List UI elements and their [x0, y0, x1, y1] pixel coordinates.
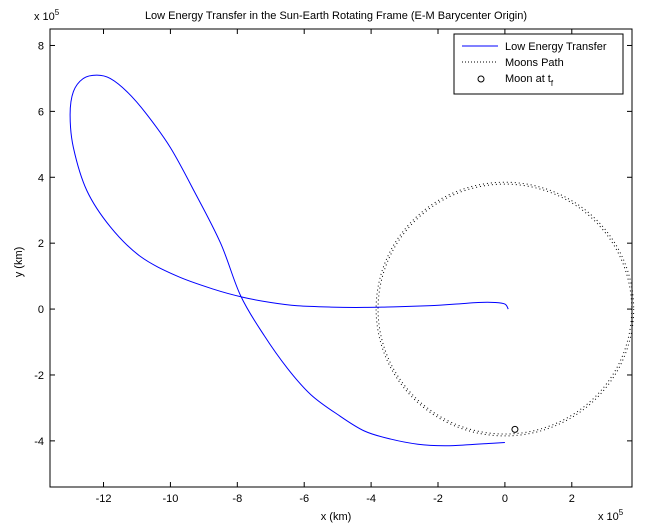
plot-area: [50, 29, 635, 487]
chart-title: Low Energy Transfer in the Sun-Earth Rot…: [145, 10, 527, 22]
legend-label-transfer: Low Energy Transfer: [505, 41, 607, 53]
plot-background: [50, 29, 632, 487]
y-tick-label: 0: [38, 304, 44, 316]
y-scale-factor: x 105: [34, 8, 60, 23]
transfer-line: [69, 74, 509, 447]
legend: Low Energy Transfer Moons Path Moon at t…: [453, 33, 624, 95]
x-tick-label: -8: [232, 493, 242, 505]
legend-box: [453, 33, 624, 95]
legend-label-moon-at: Moon at tf: [505, 73, 554, 88]
x-tick-label: -10: [162, 493, 178, 505]
moon-path-line: [375, 181, 635, 437]
x-scale-factor: x 105: [598, 508, 624, 523]
x-tick-label: 0: [502, 493, 508, 505]
x-tick-label: -2: [433, 493, 443, 505]
x-tick-label: 2: [569, 493, 575, 505]
x-tick-label: -6: [299, 493, 309, 505]
y-tick-label: 4: [38, 172, 44, 184]
legend-label-moon-at-sub: f: [551, 79, 554, 88]
y-tick-label: 2: [38, 238, 44, 250]
y-tick-label: 6: [38, 106, 44, 118]
legend-label-moon-at-text: Moon at t: [505, 73, 551, 85]
x-tick-label: -12: [96, 493, 112, 505]
axes-box: [49, 28, 633, 488]
axes: -12 -10 -8 -6 -4 -2 0 2 -4 -2 0 2 4 6 8: [34, 28, 633, 505]
legend-swatch-moon-marker: [477, 75, 485, 83]
legend-label-moon-path: Moons Path: [505, 57, 564, 69]
moon-marker: [511, 425, 519, 433]
y-tick-label: -4: [34, 436, 44, 448]
x-tick-label: -4: [366, 493, 376, 505]
x-axis-label: x (km): [321, 511, 352, 523]
y-tick-label: 8: [38, 40, 44, 52]
y-axis-label: y (km): [13, 247, 25, 278]
y-tick-label: -2: [34, 370, 44, 382]
